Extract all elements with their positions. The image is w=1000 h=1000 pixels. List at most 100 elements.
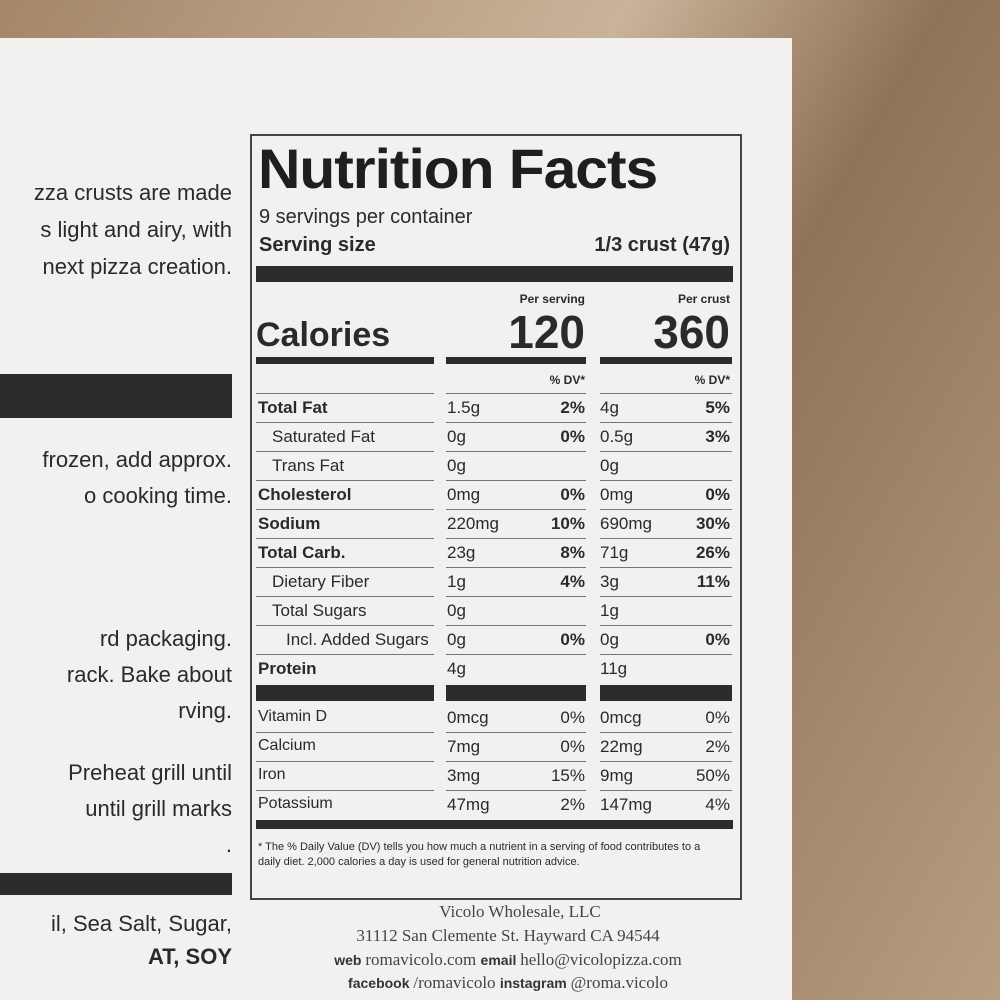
daily-value: 0% (705, 708, 730, 727)
daily-value: 50% (695, 766, 730, 785)
row-line (600, 422, 732, 423)
amount: 0g (447, 456, 466, 475)
nutrient-name: Sodium (258, 514, 321, 533)
calories-label: Calories (256, 316, 391, 354)
daily-value: 3% (705, 427, 730, 446)
row-line (600, 761, 732, 762)
daily-value: 0% (560, 427, 585, 446)
section-bar (0, 374, 232, 418)
contact-line: facebook /romavicolo instagram @roma.vic… (348, 973, 668, 993)
body-text: frozen, add approx. (42, 447, 232, 472)
daily-value: 5% (705, 398, 730, 417)
amount: 11g (600, 659, 628, 678)
contact-value: @roma.vicolo (570, 973, 668, 992)
section-bar (0, 873, 232, 895)
calories-value: 360 (653, 306, 730, 358)
amount: 4g (447, 659, 466, 678)
amount: 0mcg (447, 708, 489, 727)
row-line (446, 509, 586, 510)
amount: 0g (447, 427, 466, 446)
contact-line: web romavicolo.com email hello@vicolopiz… (334, 950, 682, 970)
nutrient-name: Cholesterol (258, 485, 352, 504)
vitamin-name: Vitamin D (258, 708, 328, 725)
serving-size-value: 1/3 crust (47g) (594, 234, 730, 256)
amount: 22mg (600, 737, 643, 756)
company: Vicolo Wholesale, LLC (439, 902, 601, 921)
body-text: AT, SOY (148, 944, 232, 969)
amount: 220mg (447, 514, 499, 533)
row-line (446, 538, 586, 539)
contact-value: hello@vicolopizza.com (520, 950, 682, 969)
nutrient-name: Total Fat (258, 398, 328, 417)
amount: 3g (600, 572, 619, 591)
label-title: Nutrition Facts (258, 137, 658, 200)
amount: 47mg (447, 795, 490, 814)
amount: 71g (600, 543, 629, 562)
row-line (446, 393, 586, 394)
nutrient-name: Dietary Fiber (272, 572, 370, 591)
contact-value: /romavicolo (413, 973, 500, 992)
row-line (446, 654, 586, 655)
thick-rule (446, 685, 586, 701)
column-header: Per serving (519, 292, 585, 306)
row-line (600, 625, 732, 626)
vitamin-name: Iron (258, 766, 286, 783)
footnote: * The % Daily Value (DV) tells you how m… (258, 841, 701, 868)
body-text: zza crusts are made (33, 180, 232, 205)
amount: 0mg (447, 485, 481, 504)
row-line (256, 625, 434, 626)
body-text: rving. (178, 698, 232, 723)
amount: 0.5g (600, 427, 634, 446)
row-line (600, 509, 732, 510)
amount: 0g (447, 630, 466, 649)
amount: 0mcg (600, 708, 642, 727)
amount: 147mg (600, 795, 652, 814)
body-text: il, Sea Salt, Sugar, (51, 911, 232, 936)
row-line (256, 538, 434, 539)
paper (0, 38, 792, 1000)
dv-header: % DV* (694, 373, 730, 387)
row-line (446, 596, 586, 597)
row-line (256, 761, 434, 762)
body-text: Preheat grill until (68, 760, 232, 785)
amount: 1.5g (447, 398, 481, 417)
nutrient-name: Saturated Fat (272, 427, 376, 446)
daily-value: 10% (550, 514, 585, 533)
body-text: next pizza creation. (42, 254, 232, 279)
row-line (600, 451, 732, 452)
body-text: . (225, 832, 232, 857)
daily-value: 30% (695, 514, 730, 533)
nutrient-name: Total Carb. (258, 543, 346, 562)
row-line (446, 422, 586, 423)
daily-value: 0% (705, 485, 730, 504)
amount: 7mg (447, 737, 481, 756)
row-line (600, 538, 732, 539)
daily-value: 8% (560, 543, 585, 562)
row-line (446, 732, 586, 733)
daily-value: 11% (696, 572, 730, 591)
row-line (256, 422, 434, 423)
row-line (256, 393, 434, 394)
body-text: rack. Bake about (66, 662, 232, 687)
row-line (600, 732, 732, 733)
row-line (446, 761, 586, 762)
rule (256, 357, 434, 364)
amount: 23g (447, 543, 476, 562)
row-line (446, 451, 586, 452)
row-line (600, 596, 732, 597)
rule (256, 820, 733, 829)
row-line (256, 596, 434, 597)
daily-value: 4% (705, 795, 730, 814)
rule (446, 357, 586, 364)
amount: 9mg (600, 766, 634, 785)
row-line (446, 567, 586, 568)
row-line (446, 790, 586, 791)
serving-size-label: Serving size (259, 234, 376, 256)
row-line (600, 654, 732, 655)
row-line (256, 567, 434, 568)
row-line (256, 451, 434, 452)
row-line (600, 393, 732, 394)
contact-label: web (334, 952, 366, 968)
daily-value: 2% (560, 795, 585, 814)
